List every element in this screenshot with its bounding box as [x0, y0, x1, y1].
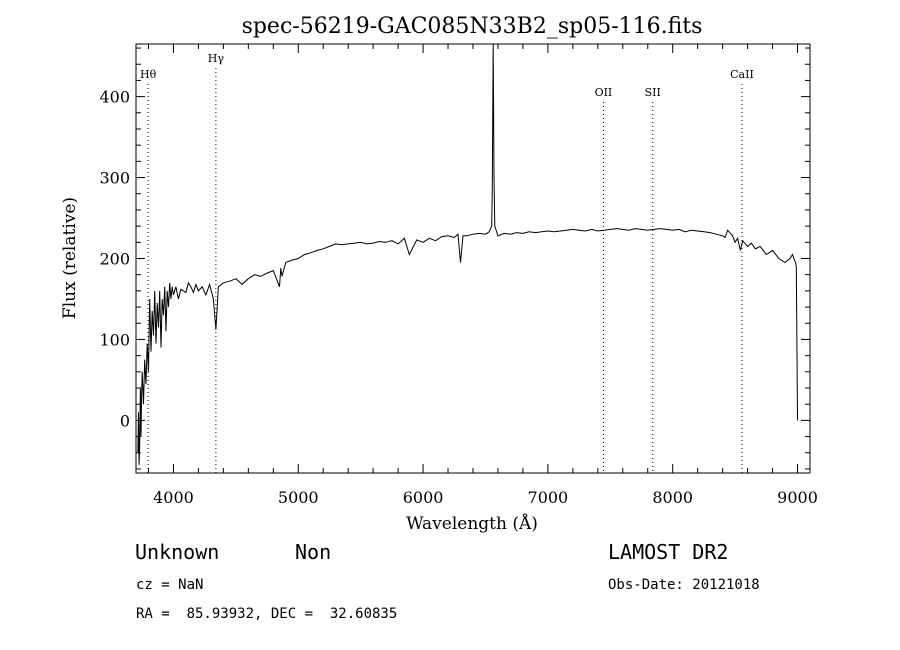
y-tick-label: 300 — [99, 169, 130, 188]
y-tick-label: 200 — [99, 250, 130, 269]
y-axis-label: Flux (relative) — [60, 197, 80, 319]
coordinates: RA = 85.93932, DEC = 32.60835 — [136, 606, 398, 622]
x-tick-label: 7000 — [528, 488, 569, 507]
spectrum-series-line — [137, 43, 798, 465]
plot-frame — [135, 43, 811, 474]
x-tick-label: 5000 — [278, 488, 319, 507]
axis-ticks — [136, 44, 810, 473]
class-label: Unknown — [135, 540, 220, 564]
chart-title: spec-56219-GAC085N33B2_sp05-116.fits — [242, 14, 703, 39]
x-tick-label: 9000 — [777, 488, 818, 507]
x-tick-label: 4000 — [153, 488, 194, 507]
spectral-line-label: OII — [595, 86, 613, 99]
x-tick-label: 8000 — [652, 488, 693, 507]
y-tick-label: 0 — [120, 411, 130, 430]
x-axis-label: Wavelength (Å) — [406, 513, 538, 534]
subclass-label: Non — [295, 540, 332, 564]
spectrum-chart: spec-56219-GAC085N33B2_sp05-116.fits HθH… — [60, 14, 818, 534]
spectral-line-label: Hγ — [208, 52, 225, 65]
axis-tick-labels: 4000 5000 6000 7000 8000 9000 0 100 200 300 400 — [99, 88, 817, 507]
x-tick-label: 6000 — [403, 488, 444, 507]
y-tick-label: 100 — [99, 330, 130, 349]
spectral-line-label: CaII — [730, 68, 754, 81]
cz-value: cz = NaN — [136, 577, 204, 593]
spectral-line-label: SII — [645, 86, 661, 99]
spectral-line-label: Hθ — [140, 68, 157, 81]
survey-label: LAMOST DR2 — [608, 540, 729, 564]
y-tick-label: 400 — [99, 88, 130, 107]
spectral-line-markers: Hθ Hγ OII SII CaII — [140, 52, 754, 473]
obs-date: Obs-Date: 20121018 — [608, 577, 760, 593]
